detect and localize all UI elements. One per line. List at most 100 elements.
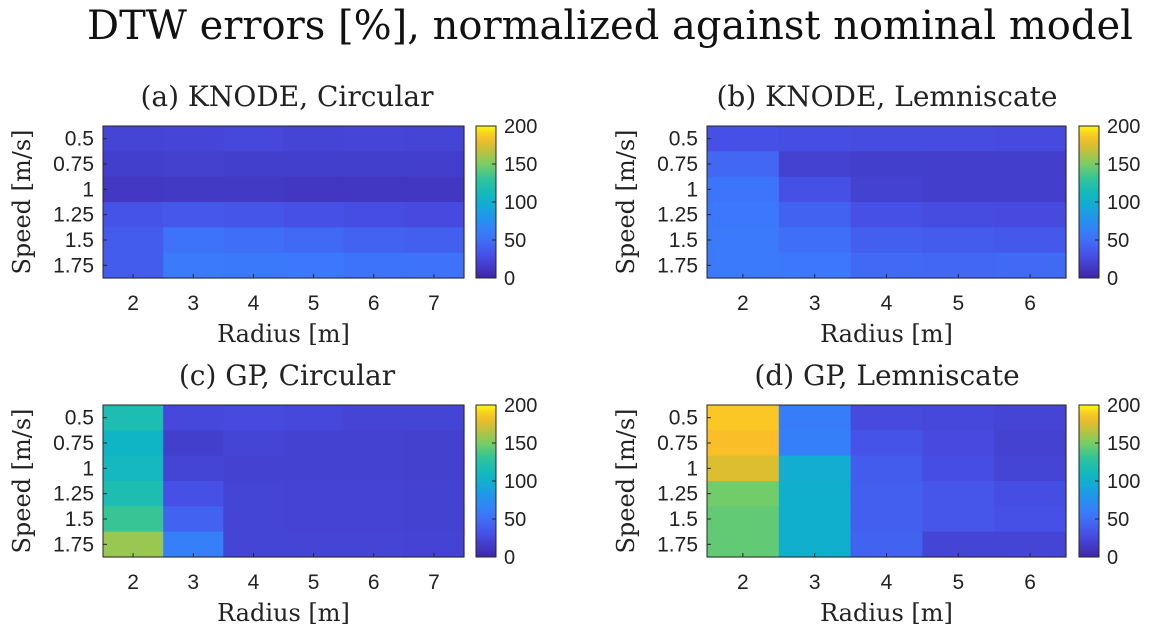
heatmap-cell: [223, 151, 285, 178]
heatmap-cell: [707, 202, 780, 228]
y-tick-label: 0.75: [657, 153, 698, 176]
x-tick-label: 3: [187, 292, 199, 315]
x-tick-label: 7: [428, 571, 440, 594]
heatmap-cell: [103, 202, 164, 228]
heatmap-cell: [283, 430, 345, 457]
colorbar-tick-label: 200: [1107, 116, 1140, 138]
heatmap-cell: [778, 455, 852, 482]
colorbar-tick-label: 200: [504, 116, 537, 138]
y-tick-label: 0.75: [657, 432, 698, 455]
heatmap-cell: [103, 405, 164, 431]
x-axis-label: Radius [m]: [820, 599, 953, 627]
x-tick-label: 6: [368, 571, 380, 594]
x-tick-label: 2: [127, 292, 139, 315]
heatmap-cell: [223, 176, 285, 203]
heatmap-cell: [343, 227, 405, 254]
y-tick-label: 0.75: [53, 432, 94, 455]
colorbar-tick-label: 150: [1107, 154, 1140, 176]
heatmap-cell: [163, 227, 224, 254]
heatmap-cell: [707, 481, 780, 507]
x-tick-label: 6: [1024, 571, 1036, 594]
y-tick-label: 1.5: [65, 508, 94, 531]
heatmap-cell: [403, 455, 465, 482]
figure-title: DTW errors [%], normalized against nomin…: [87, 3, 1133, 49]
colorbar-tick-label: 100: [1107, 471, 1140, 493]
heatmap-cell: [163, 126, 224, 152]
colorbar-tick-label: 100: [1107, 192, 1140, 214]
heatmap-cell: [850, 481, 923, 507]
heatmap-cell: [343, 151, 405, 178]
y-tick-label: 0.5: [669, 407, 698, 430]
heatmap-cell: [994, 506, 1067, 533]
heatmap-cell: [850, 202, 923, 228]
heatmap-cell: [707, 227, 780, 254]
panel-title: (d) GP, Lemniscate: [754, 359, 1019, 392]
heatmap-cell: [922, 151, 995, 178]
heatmap-cell: [922, 430, 995, 457]
heatmap-cell: [850, 430, 923, 457]
heatmap-cell: [223, 481, 285, 507]
heatmap-cell: [994, 126, 1067, 152]
heatmap-cell: [707, 506, 780, 533]
y-tick-label: 0.75: [53, 153, 94, 176]
y-tick-label: 1.75: [53, 254, 94, 277]
heatmap-cell: [103, 126, 164, 152]
heatmap-cell: [994, 481, 1067, 507]
heatmap-cell: [163, 176, 224, 203]
heatmap-cell: [163, 405, 224, 431]
x-tick-label: 5: [308, 292, 320, 315]
heatmap-cell: [163, 151, 224, 178]
heatmap-cell: [850, 151, 923, 178]
heatmap-cell: [994, 455, 1067, 482]
heatmap-cell: [163, 455, 224, 482]
x-tick-label: 4: [248, 292, 260, 315]
heatmap-cell: [163, 430, 224, 457]
heatmap-cell: [922, 506, 995, 533]
heatmap-cell: [343, 506, 405, 533]
x-axis-label: Radius [m]: [820, 320, 953, 348]
heatmap-cell: [403, 227, 465, 254]
y-tick-label: 1: [686, 178, 698, 201]
colorbar-tick-label: 0: [504, 547, 515, 569]
y-tick-label: 1.5: [669, 229, 698, 252]
x-axis-label: Radius [m]: [217, 320, 350, 348]
y-tick-label: 0.5: [669, 128, 698, 151]
x-tick-label: 3: [187, 571, 199, 594]
x-tick-label: 2: [737, 571, 749, 594]
x-tick-label: 6: [368, 292, 380, 315]
heatmap-cell: [223, 430, 285, 457]
colorbar-tick-label: 0: [1107, 268, 1118, 290]
heatmap-cell: [778, 126, 852, 152]
colorbar-tick-label: 150: [1107, 433, 1140, 455]
colorbar-tick-label: 0: [1107, 547, 1118, 569]
heatmap-cell: [103, 430, 164, 457]
x-tick-label: 4: [881, 571, 893, 594]
heatmap-cell: [223, 126, 285, 152]
heatmap-cell: [283, 151, 345, 178]
y-axis-label: Speed [m/s]: [8, 129, 36, 274]
panel-title: (b) KNODE, Lemniscate: [716, 80, 1057, 113]
heatmap-cell: [163, 506, 224, 533]
heatmap-cell: [707, 455, 780, 482]
heatmap-cell: [223, 202, 285, 228]
heatmap-cell: [223, 227, 285, 254]
y-tick-label: 1.75: [657, 533, 698, 556]
x-tick-label: 7: [428, 292, 440, 315]
heatmap-cell: [850, 176, 923, 203]
colorbar-tick-label: 50: [1107, 230, 1129, 252]
heatmap-cell: [778, 151, 852, 178]
heatmap-cell: [994, 151, 1067, 178]
heatmap-cell: [707, 405, 780, 431]
heatmap-cell: [707, 430, 780, 457]
y-tick-label: 1.25: [657, 204, 698, 227]
heatmap-cell: [850, 455, 923, 482]
heatmap-cell: [343, 455, 405, 482]
heatmap-cell: [283, 455, 345, 482]
x-tick-label: 4: [248, 571, 260, 594]
heatmap-cell: [850, 405, 923, 431]
heatmap-cell: [283, 227, 345, 254]
heatmap-cell: [403, 151, 465, 178]
heatmap-cell: [403, 126, 465, 152]
heatmap-cell: [283, 202, 345, 228]
y-tick-label: 1: [82, 457, 94, 480]
